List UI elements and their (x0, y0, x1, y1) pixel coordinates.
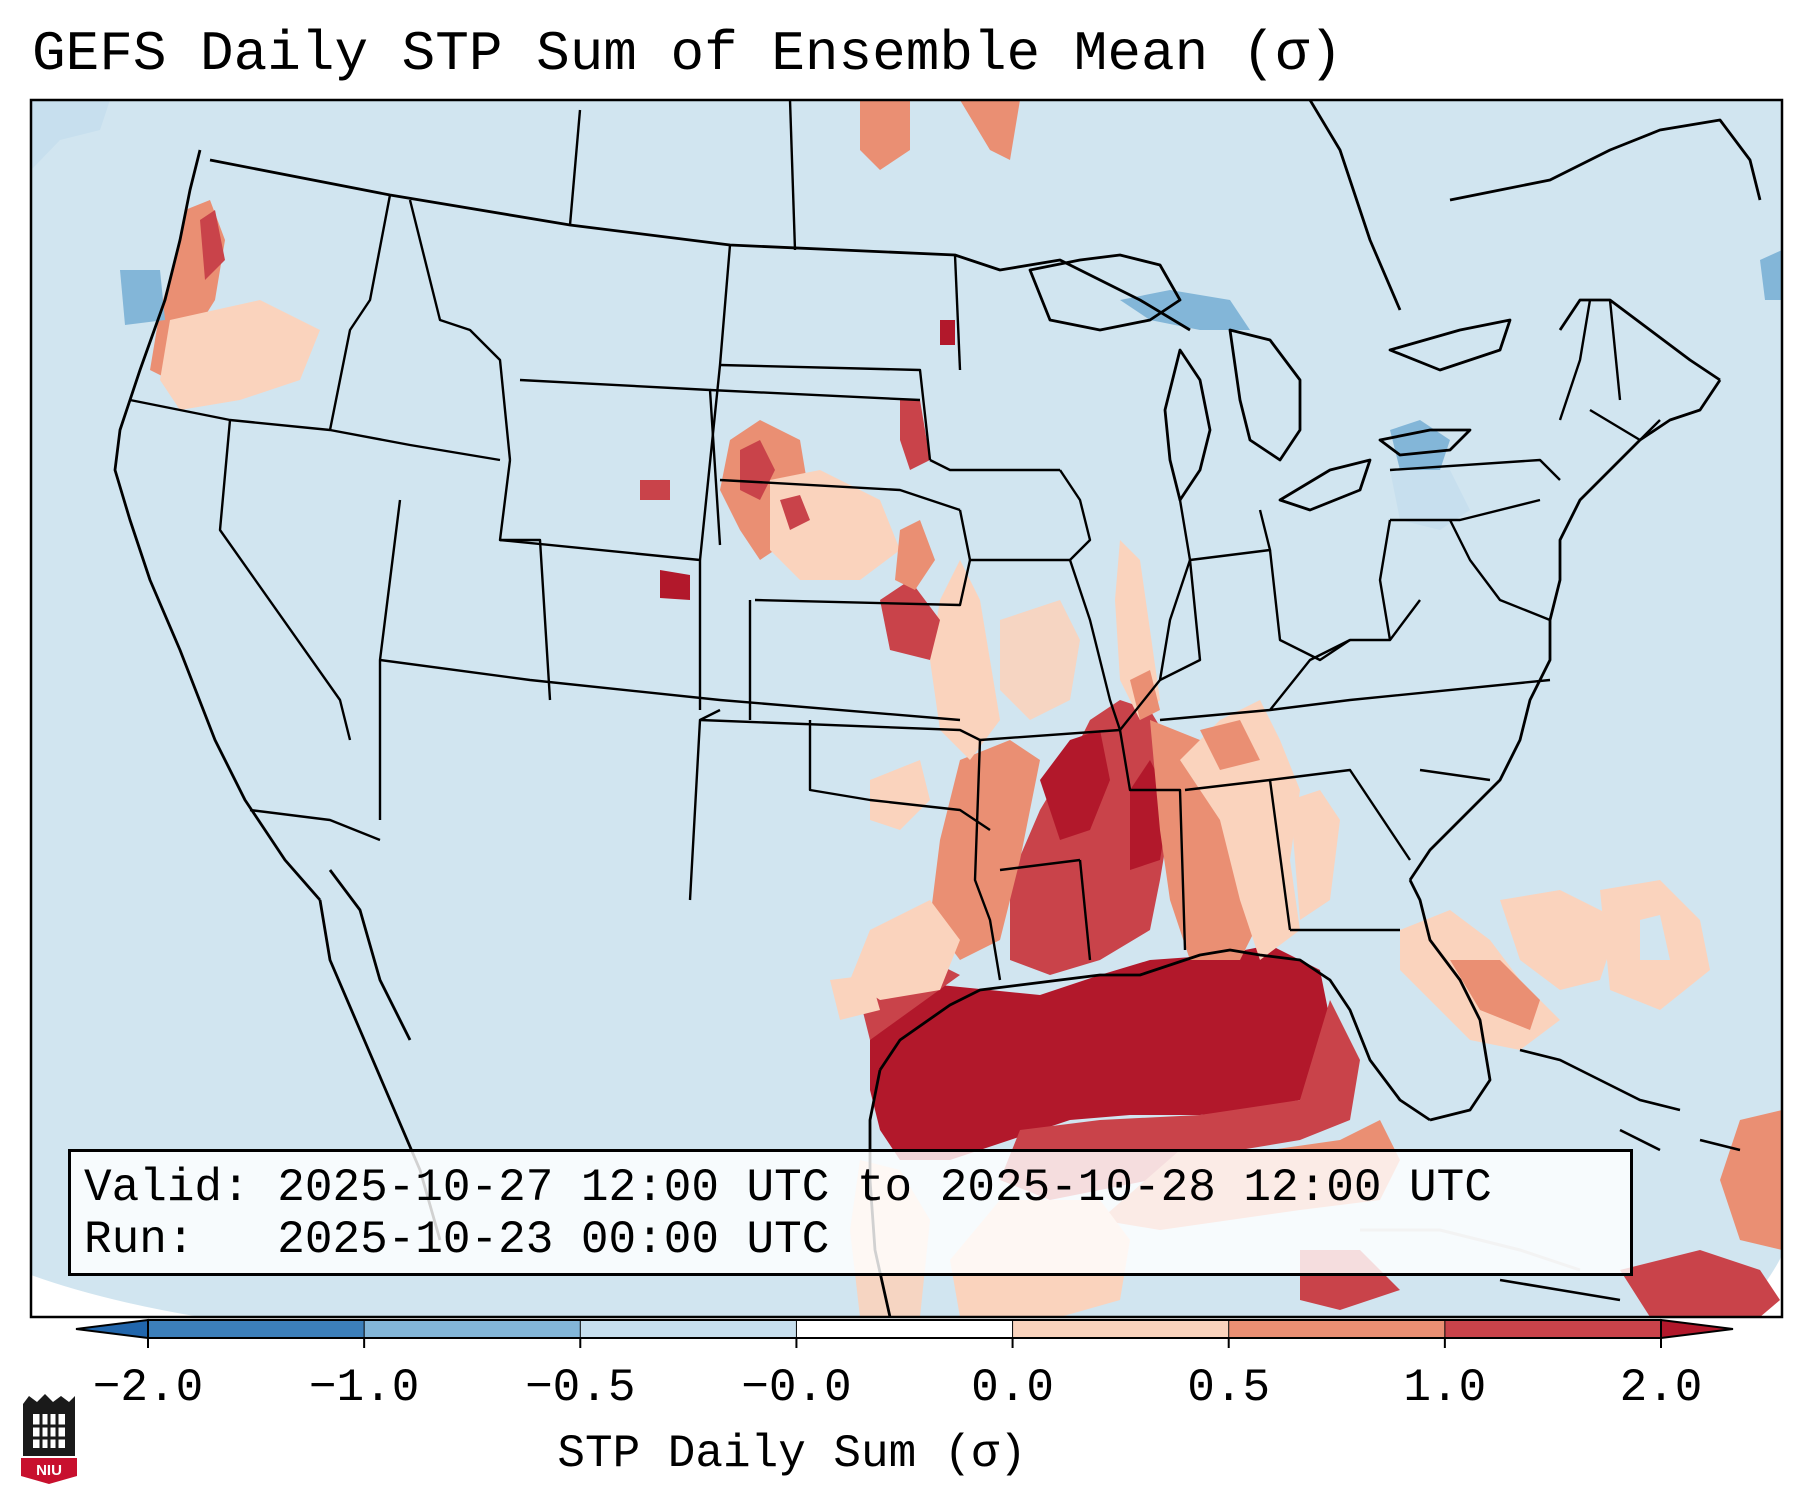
run-value: 2025-10-23 00:00 UTC (277, 1214, 830, 1266)
valid-line: Valid: 2025-10-27 12:00 UTC to 2025-10-2… (84, 1162, 1492, 1214)
map-frame (29, 98, 1784, 1319)
run-label: Run: (84, 1214, 195, 1266)
colorbar-segment (1228, 1320, 1446, 1338)
colorbar-tick-label: −1.0 (308, 1362, 420, 1414)
state-borders (129, 100, 1661, 981)
colorbar-under-extension (75, 1318, 149, 1340)
colorbar-tick-label: −2.0 (92, 1362, 204, 1414)
caribbean-islands (1499, 1048, 1741, 1302)
colorbar (75, 1318, 1734, 1348)
colorbar-segment (148, 1320, 365, 1338)
colorbar-label: STP Daily Sum (σ) (557, 1428, 1027, 1480)
chart-title: GEFS Daily STP Sum of Ensemble Mean (σ) (32, 22, 1343, 86)
colorbar-segment (1012, 1320, 1230, 1338)
valid-run-box: Valid: 2025-10-27 12:00 UTC to 2025-10-2… (68, 1149, 1633, 1276)
valid-label: Valid: (84, 1162, 250, 1214)
colorbar-segment (580, 1320, 797, 1338)
colorbar-segment (796, 1320, 1014, 1338)
logo-text: NIU (36, 1462, 62, 1479)
colorbar-tick-label: 0.0 (971, 1362, 1054, 1414)
colorbar-tick-label: −0.5 (525, 1362, 636, 1414)
colorbar-outline (147, 1319, 1662, 1339)
colorbar-tick-label: 2.0 (1619, 1362, 1703, 1414)
map-borders (113, 100, 1762, 1317)
colorbar-segment (364, 1320, 581, 1338)
colorbar-tick-label: −0.0 (741, 1362, 852, 1414)
colorbar-segment (1444, 1320, 1662, 1338)
valid-value: 2025-10-27 12:00 UTC to 2025-10-28 12:00… (277, 1162, 1492, 1214)
niu-logo-icon: NIU (19, 1392, 79, 1489)
colorbar-over-extension (1660, 1318, 1734, 1340)
colorbar-tick-label: 1.0 (1403, 1362, 1487, 1414)
colorbar-tick-label: 0.5 (1187, 1362, 1271, 1414)
run-line: Run: 2025-10-23 00:00 UTC (84, 1214, 829, 1266)
